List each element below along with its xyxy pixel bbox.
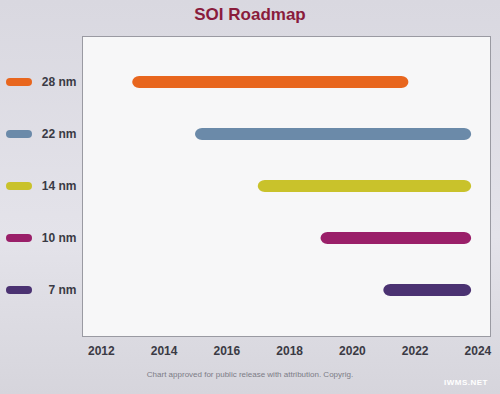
svg-text:14 nm: 14 nm: [42, 179, 77, 193]
svg-text:2018: 2018: [276, 344, 303, 358]
svg-text:7 nm: 7 nm: [48, 283, 76, 297]
svg-text:28 nm: 28 nm: [42, 75, 77, 89]
svg-text:22 nm: 22 nm: [42, 127, 77, 141]
svg-text:2020: 2020: [339, 344, 366, 358]
svg-text:2012: 2012: [88, 344, 115, 358]
html-text:IWMS.NET: IWMS.NET: [444, 378, 488, 387]
html-text:SOI Roadmap: SOI Roadmap: [194, 5, 306, 24]
html-text:Chart approved for public rele: Chart approved for public release with a…: [146, 370, 354, 379]
svg-text:2024: 2024: [465, 344, 492, 358]
svg-text:2014: 2014: [151, 344, 178, 358]
svg-text:10 nm: 10 nm: [42, 231, 77, 245]
svg-text:2016: 2016: [214, 344, 241, 358]
svg-text:2022: 2022: [402, 344, 429, 358]
